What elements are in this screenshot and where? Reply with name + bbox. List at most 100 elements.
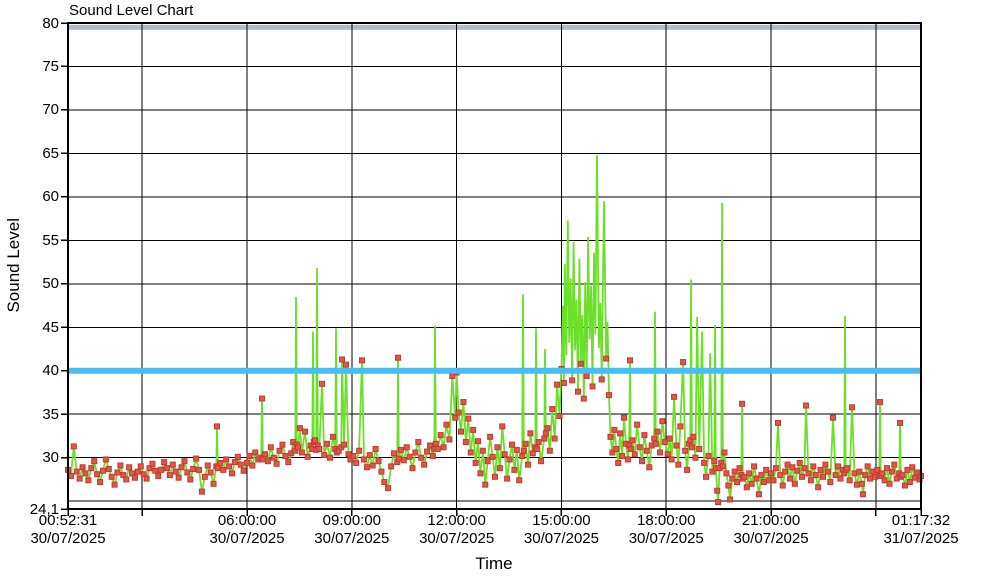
series-marker — [504, 475, 511, 482]
series-marker — [341, 441, 348, 448]
series-marker — [474, 438, 481, 445]
threshold-line-upper-limit-80 — [68, 24, 921, 30]
series-marker — [434, 446, 441, 453]
series-marker — [817, 466, 824, 473]
series-marker — [680, 359, 687, 366]
series-marker — [99, 467, 106, 474]
series-marker — [220, 466, 227, 473]
series-marker — [226, 463, 233, 470]
series-marker — [624, 456, 631, 463]
series-marker — [97, 479, 104, 486]
series-marker — [285, 459, 292, 466]
series-marker — [105, 466, 112, 473]
series-marker — [734, 479, 741, 486]
series-marker — [82, 470, 89, 477]
series-marker — [848, 404, 855, 411]
series-marker — [743, 484, 750, 491]
series-marker — [888, 468, 895, 475]
series-marker — [911, 474, 918, 481]
series-marker — [487, 433, 494, 440]
series-marker — [458, 428, 465, 435]
series-marker — [856, 468, 863, 475]
series-marker — [327, 454, 334, 461]
series-marker — [753, 475, 760, 482]
series-marker — [862, 472, 869, 479]
series-marker — [583, 372, 590, 379]
series-marker — [214, 465, 221, 472]
series-marker — [91, 458, 98, 465]
series-marker — [656, 449, 663, 456]
series-marker — [193, 455, 200, 462]
series-marker — [802, 402, 809, 409]
series-marker — [725, 482, 732, 489]
series-marker — [891, 461, 898, 468]
series-marker — [801, 465, 808, 472]
series-marker — [259, 395, 266, 402]
series-marker — [223, 456, 230, 463]
series-marker — [544, 425, 551, 432]
series-marker — [671, 393, 678, 400]
series-marker — [807, 477, 814, 484]
series-marker — [108, 473, 115, 480]
series-marker — [782, 468, 789, 475]
series-marker — [784, 461, 791, 468]
series-marker — [489, 453, 496, 460]
series-marker — [886, 480, 893, 487]
series-marker — [329, 433, 336, 440]
series-marker — [609, 449, 616, 456]
series-marker — [763, 466, 770, 473]
series-marker — [114, 469, 121, 476]
series-marker — [652, 440, 659, 447]
series-marker — [298, 449, 305, 456]
series-marker — [881, 477, 888, 484]
y-tick-label: 40 — [42, 362, 59, 380]
series-marker — [163, 465, 170, 472]
series-marker — [477, 470, 484, 477]
series-marker — [169, 461, 176, 468]
series-marker — [709, 468, 716, 475]
series-marker — [629, 437, 636, 444]
y-tick-label: 70 — [42, 101, 59, 119]
series-marker — [294, 444, 301, 451]
series-marker — [560, 379, 567, 386]
series-marker — [94, 471, 101, 478]
series-marker — [126, 464, 133, 471]
series-marker — [375, 458, 382, 465]
series-marker — [79, 464, 86, 471]
series-marker — [190, 466, 197, 473]
series-marker — [827, 479, 834, 486]
series-marker — [304, 453, 311, 460]
series-marker — [906, 479, 913, 486]
series-marker — [360, 456, 367, 463]
series-marker — [727, 496, 734, 503]
series-marker — [415, 439, 422, 446]
series-marker — [440, 444, 447, 451]
series-marker — [418, 454, 425, 461]
series-marker — [472, 459, 479, 466]
series-marker — [684, 466, 691, 473]
series-marker — [527, 430, 534, 437]
series-marker — [736, 465, 743, 472]
series-marker — [682, 447, 689, 454]
series-marker — [152, 467, 159, 474]
series-marker — [615, 459, 622, 466]
series-marker — [794, 467, 801, 474]
series-marker — [143, 475, 150, 482]
series-marker — [746, 470, 753, 477]
series-marker — [350, 452, 357, 459]
series-marker — [654, 428, 661, 435]
series-marker — [819, 473, 826, 480]
series-marker — [70, 443, 77, 450]
series-marker — [491, 473, 498, 480]
series-marker — [178, 464, 185, 471]
series-marker — [264, 458, 271, 465]
series-marker — [569, 377, 576, 384]
x-tick-label: 15:00:00 30/07/2025 — [523, 512, 599, 547]
series-marker — [864, 463, 871, 470]
series-marker — [196, 466, 203, 473]
series-marker — [777, 472, 784, 479]
series-marker — [244, 459, 251, 466]
series-marker — [412, 449, 419, 456]
series-marker — [494, 444, 501, 451]
series-marker — [406, 453, 413, 460]
